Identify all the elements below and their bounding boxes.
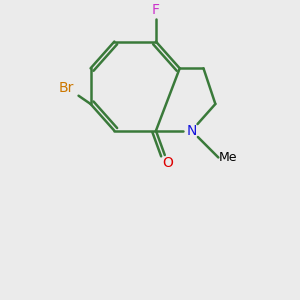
Text: O: O — [162, 156, 173, 170]
Text: F: F — [152, 3, 160, 17]
Text: Me: Me — [218, 151, 237, 164]
Text: Br: Br — [59, 81, 74, 94]
Text: N: N — [186, 124, 197, 138]
